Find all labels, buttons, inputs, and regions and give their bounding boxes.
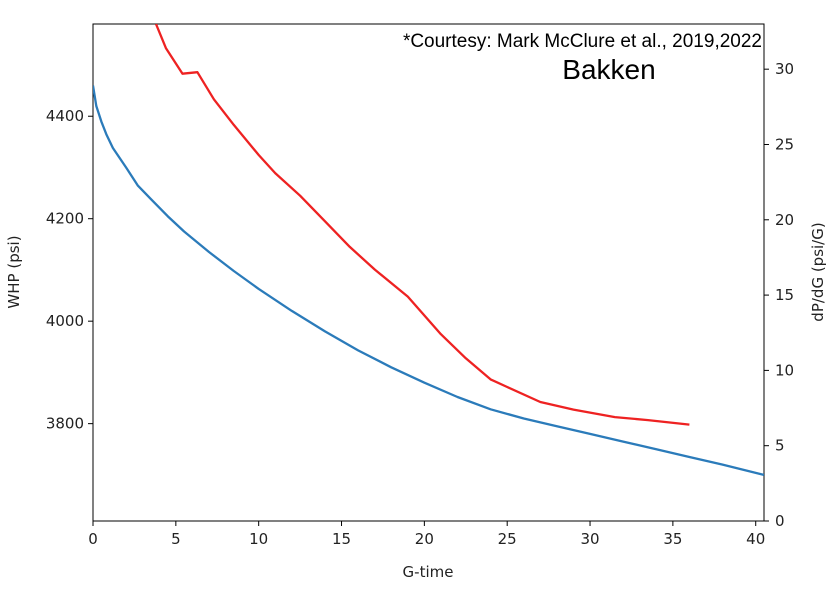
x-tick-label: 25 bbox=[498, 530, 517, 548]
y-right-axis-label: dP/dG (psi/G) bbox=[809, 222, 827, 321]
y-left-tick-label: 4200 bbox=[46, 210, 84, 228]
y-left-axis-label: WHP (psi) bbox=[5, 235, 23, 308]
courtesy-annotation: *Courtesy: Mark McClure et al., 2019,202… bbox=[403, 31, 762, 52]
y-right-tick-label: 0 bbox=[775, 512, 785, 530]
y-right-tick-label: 25 bbox=[775, 135, 794, 153]
y-right-tick-label: 5 bbox=[775, 437, 785, 455]
x-tick-label: 10 bbox=[249, 530, 268, 548]
y-left-tick-label: 4000 bbox=[46, 312, 84, 330]
plot-area bbox=[92, 23, 765, 522]
y-right-tick-label: 15 bbox=[775, 286, 794, 304]
x-tick-label: 30 bbox=[580, 530, 599, 548]
y-left-tick-label: 3800 bbox=[46, 415, 84, 433]
y-right-tick-label: 30 bbox=[775, 60, 794, 78]
series-line-whp bbox=[93, 85, 764, 477]
bakken-label: Bakken bbox=[562, 54, 655, 85]
x-tick-label: 15 bbox=[332, 530, 351, 548]
x-tick-label: 0 bbox=[88, 530, 98, 548]
x-axis-label: G-time bbox=[403, 563, 454, 581]
y-right-tick-label: 20 bbox=[775, 211, 794, 229]
x-tick-label: 5 bbox=[171, 530, 181, 548]
ticks-layer: 0 5 10 15 20 25 30 35 40 3800 4000 4200 4400 0 5 10 15 20… bbox=[46, 60, 794, 548]
x-tick-label: 20 bbox=[415, 530, 434, 548]
x-tick-label: 35 bbox=[663, 530, 682, 548]
y-right-tick-label: 10 bbox=[775, 361, 794, 379]
x-tick-label: 40 bbox=[746, 530, 765, 548]
y-left-tick-label: 4400 bbox=[46, 107, 84, 125]
series-line-dpdg bbox=[154, 24, 690, 426]
series-layer bbox=[93, 24, 764, 477]
